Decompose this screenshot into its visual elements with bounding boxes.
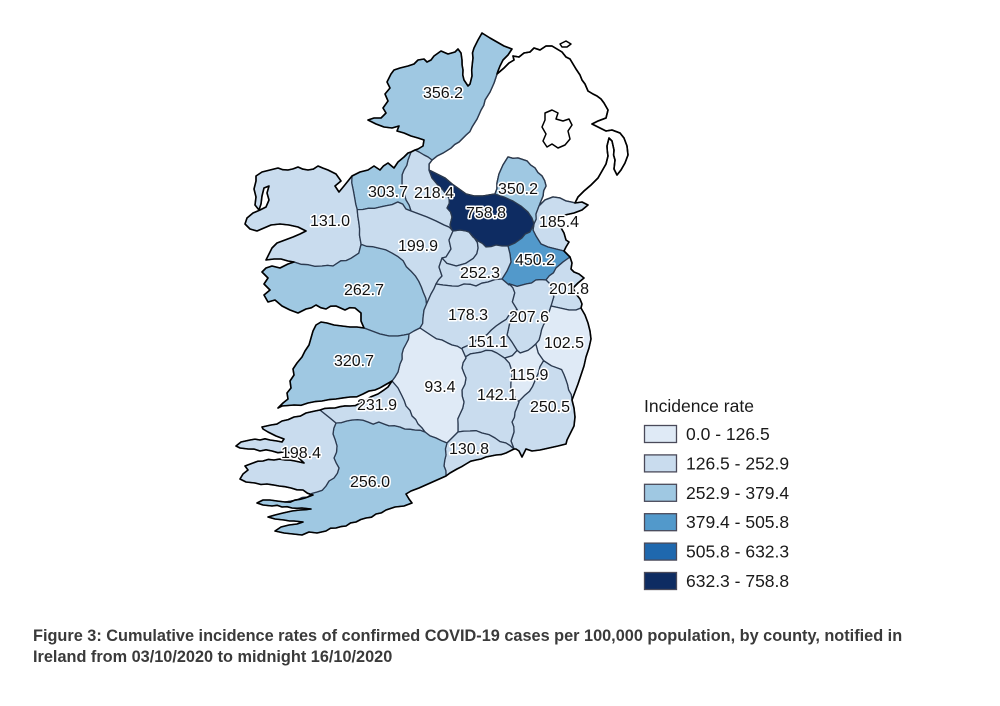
svg-text:185.4: 185.4	[539, 214, 579, 231]
svg-text:303.7: 303.7	[368, 184, 408, 201]
svg-text:130.8: 130.8	[449, 441, 489, 458]
svg-text:252.9 - 379.4: 252.9 - 379.4	[686, 483, 789, 503]
svg-text:207.6: 207.6	[509, 309, 549, 326]
svg-text:758.8: 758.8	[466, 205, 506, 222]
svg-text:131.0: 131.0	[310, 213, 350, 230]
svg-text:126.5 - 252.9: 126.5 - 252.9	[686, 453, 789, 473]
svg-text:Incidence rate: Incidence rate	[644, 396, 754, 416]
svg-text:93.4: 93.4	[424, 379, 455, 396]
svg-text:252.3: 252.3	[460, 265, 500, 282]
svg-text:151.1: 151.1	[468, 334, 508, 351]
svg-text:142.1: 142.1	[477, 387, 517, 404]
svg-text:450.2: 450.2	[515, 252, 555, 269]
svg-text:198.4: 198.4	[281, 445, 321, 462]
svg-text:320.7: 320.7	[334, 353, 374, 370]
svg-text:262.7: 262.7	[344, 282, 384, 299]
svg-text:350.2: 350.2	[498, 181, 538, 198]
svg-text:379.4 - 505.8: 379.4 - 505.8	[686, 512, 789, 532]
svg-text:201.8: 201.8	[549, 281, 589, 298]
svg-text:199.9: 199.9	[398, 238, 438, 255]
svg-text:115.9: 115.9	[510, 367, 549, 384]
svg-text:356.2: 356.2	[423, 85, 463, 102]
svg-text:632.3 - 758.8: 632.3 - 758.8	[686, 571, 789, 591]
svg-text:505.8 - 632.3: 505.8 - 632.3	[686, 542, 789, 562]
svg-text:250.5: 250.5	[530, 399, 570, 416]
svg-text:218.4: 218.4	[414, 185, 454, 202]
svg-text:0.0 - 126.5: 0.0 - 126.5	[686, 424, 770, 444]
svg-text:231.9: 231.9	[357, 397, 397, 414]
svg-text:102.5: 102.5	[544, 335, 584, 352]
svg-text:256.0: 256.0	[350, 474, 390, 491]
svg-text:178.3: 178.3	[448, 307, 488, 324]
